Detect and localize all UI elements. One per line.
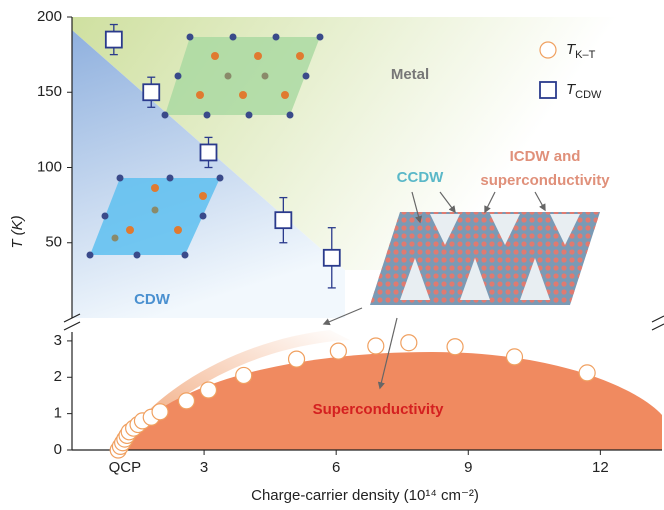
- x-tick-label: 9: [464, 459, 472, 476]
- data-point: [400, 334, 418, 352]
- data-point: [446, 338, 464, 356]
- data-point: [367, 337, 385, 355]
- data-point: [578, 364, 596, 382]
- lattice-insets: [86, 33, 600, 305]
- annotation: Superconductivity: [313, 401, 445, 418]
- data-point: [322, 248, 341, 267]
- x-axis-label: Charge-carrier density (10¹⁴ cm⁻²): [251, 487, 479, 504]
- x-tick-label: QCP: [109, 459, 142, 476]
- legend-name: T: [566, 81, 577, 98]
- y2-tick-label: 2: [54, 368, 62, 385]
- y-tick-label: 100: [37, 158, 62, 175]
- data-point: [151, 403, 169, 421]
- legend-label: TK–T: [566, 41, 596, 61]
- legend-marker: [539, 81, 557, 99]
- x-tick-label: 6: [332, 459, 340, 476]
- data-point: [177, 392, 196, 410]
- y-axis-label: T (K): [9, 215, 26, 248]
- annotation: CCDW: [397, 169, 444, 186]
- data-point: [199, 143, 218, 162]
- y-tick-label: 50: [45, 234, 62, 251]
- annotation-arrows: [322, 191, 546, 390]
- x-tick-label: 3: [200, 459, 208, 476]
- data-point: [104, 30, 123, 49]
- data-point: [142, 83, 161, 102]
- legend-subscript: CDW: [575, 89, 602, 101]
- y2-tick-label: 1: [54, 405, 62, 422]
- legend-marker: [539, 41, 557, 59]
- legend-subscript: K–T: [575, 49, 595, 61]
- x-tick-label: 12: [592, 459, 609, 476]
- y2-tick-label: 3: [54, 332, 62, 349]
- data-point: [287, 350, 306, 368]
- data-point: [329, 342, 347, 360]
- y-tick-label: 150: [37, 83, 62, 100]
- data-point: [235, 366, 253, 385]
- data-point: [505, 348, 524, 366]
- y2-tick-label: 0: [54, 441, 62, 458]
- annotation: CDW: [134, 291, 171, 308]
- legend-label: TCDW: [566, 81, 602, 101]
- data-point: [199, 381, 218, 399]
- annotation: superconductivity: [480, 172, 610, 189]
- data-point: [274, 211, 293, 230]
- annotation: ICDW and: [510, 148, 581, 165]
- annotation: Metal: [391, 66, 429, 83]
- legend-name: T: [566, 41, 577, 58]
- y-tick-label: 200: [37, 8, 62, 25]
